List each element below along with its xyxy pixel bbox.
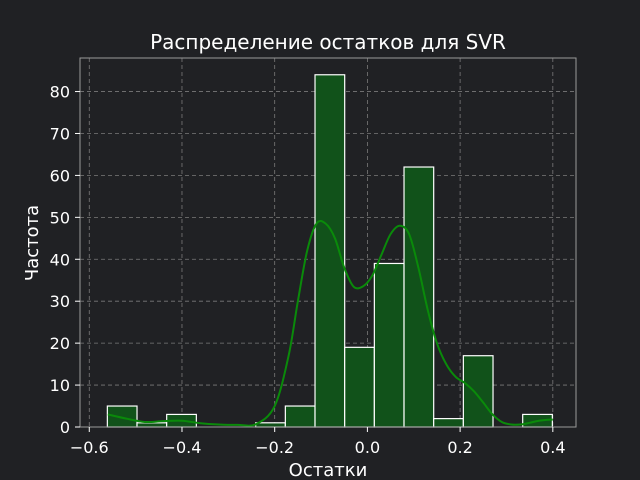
y-tick-label: 20 [50, 334, 70, 353]
x-tick-label: 0.0 [355, 438, 380, 457]
histogram-bar [136, 422, 168, 428]
x-tick-label: −0.6 [70, 438, 109, 457]
y-tick-label: 10 [50, 376, 70, 395]
x-axis-ticks: −0.6 −0.4 −0.2 0.0 0.2 0.4 [70, 427, 566, 457]
y-tick-label: 30 [50, 292, 70, 311]
x-tick-label: 0.4 [540, 438, 565, 457]
x-tick-label: 0.2 [447, 438, 472, 457]
histogram-bar [462, 355, 494, 428]
histogram-bar [314, 74, 346, 428]
histogram-bars [106, 74, 553, 428]
y-tick-label: 70 [50, 124, 70, 143]
histogram-bar [403, 166, 435, 428]
histogram-bar [284, 405, 316, 428]
x-axis-label: Остатки [289, 460, 368, 480]
histogram-bar [255, 422, 286, 428]
histogram-bar [344, 346, 375, 428]
y-tick-label: 80 [50, 83, 70, 102]
chart-title: Распределение остатков для SVR [150, 30, 506, 54]
x-tick-label: −0.4 [163, 438, 202, 457]
y-axis-label: Частота [22, 205, 43, 281]
plot-frame [79, 57, 577, 428]
histogram-bar [373, 262, 405, 428]
y-axis-ticks: 0 10 20 30 40 50 60 70 80 [50, 83, 80, 437]
y-tick-label: 0 [60, 418, 70, 437]
histogram-bar [106, 405, 138, 428]
histogram-bar [433, 418, 464, 428]
y-tick-label: 60 [50, 166, 70, 185]
x-tick-label: −0.2 [255, 438, 294, 457]
y-tick-label: 50 [50, 208, 70, 227]
y-tick-label: 40 [50, 250, 70, 269]
kde-curve [107, 219, 553, 427]
